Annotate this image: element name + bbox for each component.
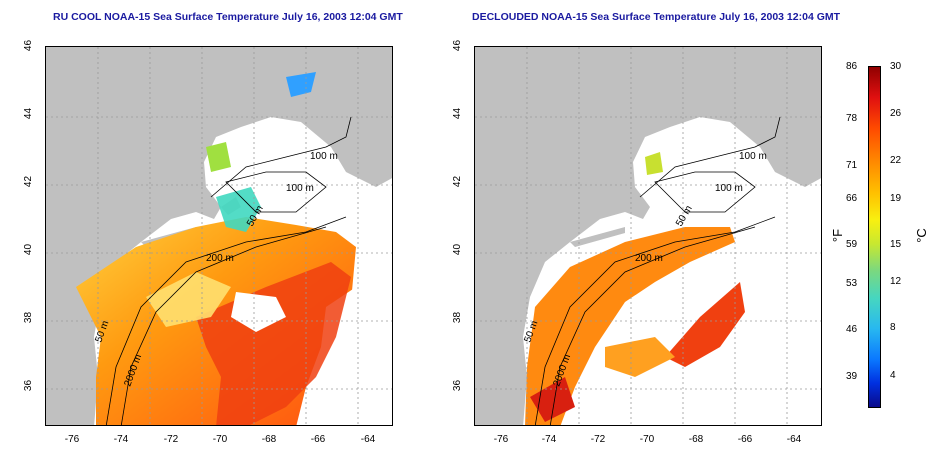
sst-cool-patch (645, 152, 663, 175)
colorbar-f-tick: 46 (846, 324, 858, 335)
lon-tick-label: -74 (541, 434, 557, 445)
colorbar-f-tick: 86 (846, 61, 858, 72)
colorbar-c-tick: 4 (890, 370, 896, 381)
lat-tick-label: 36 (452, 379, 464, 392)
sst-cool-patch (216, 187, 261, 232)
colorbar-c-tick: 22 (890, 155, 902, 166)
sst-warm-area (525, 227, 735, 425)
right-map-svg: 100 m 100 m 50 m 200 m 50 m 2000 m (475, 47, 821, 425)
contour-label: 100 m (739, 151, 767, 162)
isobaths (534, 116, 781, 425)
lon-tick-label: -68 (261, 434, 277, 445)
right-sst-map: 100 m 100 m 50 m 200 m 50 m 2000 m (474, 46, 822, 426)
sst-hot-patch (665, 282, 745, 367)
lon-tick-label: -64 (360, 434, 376, 445)
land-long-island (570, 227, 625, 247)
celsius-unit-label: °C (913, 228, 929, 243)
sst-cool-patch (286, 72, 316, 97)
contour-label: 100 m (715, 183, 743, 194)
colorbar-f-tick: 53 (846, 278, 858, 289)
land-mainland (46, 47, 392, 425)
lat-tick-label: 42 (452, 175, 464, 188)
lat-tick-label: 46 (452, 39, 464, 52)
left-sst-map: 100 m 100 m 50 m 200 m 50 m 2000 m (45, 46, 393, 426)
contour-label: 200 m (206, 253, 234, 264)
colorbar-f-tick: 39 (846, 371, 858, 382)
lat-tick-label: 46 (23, 39, 35, 52)
colorbar-c-tick: 30 (890, 61, 902, 72)
sst-hot-patch (530, 377, 575, 422)
lat-tick-label: 42 (23, 175, 35, 188)
contour-label: 50 m (674, 204, 695, 229)
colorbar-c-tick: 12 (890, 276, 902, 287)
colorbar-c-tick: 19 (890, 193, 902, 204)
isobaths (105, 116, 352, 425)
lon-tick-label: -70 (639, 434, 655, 445)
left-map-svg: 100 m 100 m 50 m 200 m 50 m 2000 m (46, 47, 392, 425)
lat-tick-label: 36 (23, 379, 35, 392)
graticule (46, 47, 392, 425)
land-mainland (475, 47, 821, 425)
cloud-gap (336, 237, 392, 425)
right-map-title: DECLOUDED NOAA-15 Sea Surface Temperatur… (472, 11, 841, 23)
graticule (475, 47, 821, 425)
colorbar-f-tick: 78 (846, 113, 858, 124)
lat-tick-label: 38 (452, 311, 464, 324)
contour-label: 100 m (310, 151, 338, 162)
lon-tick-label: -72 (590, 434, 606, 445)
colorbar-c-tick: 15 (890, 239, 902, 250)
cloud-gap (231, 292, 286, 332)
lat-tick-label: 38 (23, 311, 35, 324)
fahrenheit-unit-label: °F (830, 228, 846, 243)
colorbar-f-tick: 59 (846, 239, 858, 250)
colorbar-c-tick: 26 (890, 108, 902, 119)
sst-pale-patch (146, 272, 231, 327)
lon-tick-label: -76 (64, 434, 80, 445)
colorbar-f-tick: 71 (846, 160, 858, 171)
lon-tick-label: -66 (310, 434, 326, 445)
temperature-colorbar (868, 66, 881, 408)
lon-tick-label: -68 (688, 434, 704, 445)
land-nova-scotia (301, 57, 392, 132)
contour-label: 100 m (286, 183, 314, 194)
sst-cool-patch (206, 142, 231, 172)
lon-tick-label: -64 (786, 434, 802, 445)
lat-tick-label: 40 (23, 243, 35, 256)
colorbar-f-tick: 66 (846, 193, 858, 204)
lat-tick-label: 44 (452, 107, 464, 120)
lon-tick-label: -74 (113, 434, 129, 445)
lon-tick-label: -72 (163, 434, 179, 445)
lon-tick-label: -66 (737, 434, 753, 445)
lon-tick-label: -76 (493, 434, 509, 445)
lat-tick-label: 40 (452, 243, 464, 256)
lon-tick-label: -70 (212, 434, 228, 445)
lat-tick-label: 44 (23, 107, 35, 120)
sst-warm-patch (605, 337, 675, 377)
land-nova-scotia (730, 57, 821, 132)
colorbar-c-tick: 8 (890, 322, 896, 333)
left-map-title: RU COOL NOAA-15 Sea Surface Temperature … (53, 11, 403, 23)
contour-label: 200 m (635, 253, 663, 264)
